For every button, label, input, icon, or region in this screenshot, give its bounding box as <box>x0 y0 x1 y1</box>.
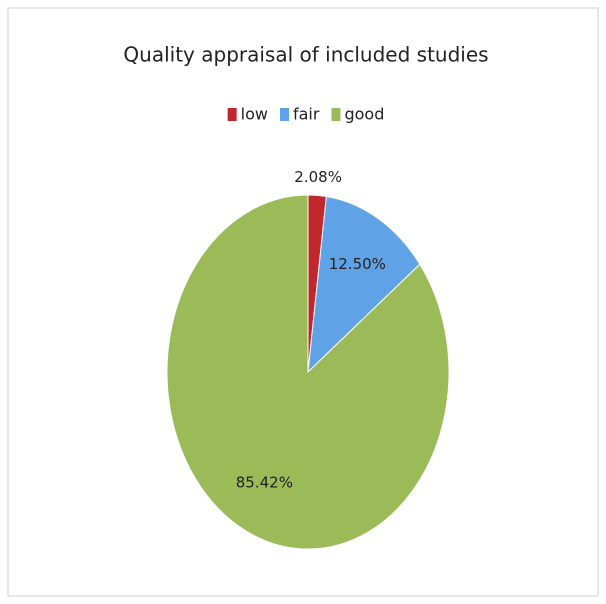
pie-slice <box>307 195 421 374</box>
legend-swatch <box>279 108 289 121</box>
pie-slice <box>166 194 450 550</box>
legend-label: low <box>241 105 268 124</box>
data-label: 12.50% <box>329 255 386 273</box>
legend: low fair good <box>227 105 384 124</box>
pie: 2.08% 12.50% 85.42% <box>166 168 450 550</box>
data-label: 85.42% <box>236 474 293 492</box>
chart-title: Quality appraisal of included studies <box>123 43 488 67</box>
legend-swatch <box>227 108 237 121</box>
legend-label: good <box>344 105 384 124</box>
data-label: 2.08% <box>294 168 342 186</box>
legend-swatch <box>331 108 341 121</box>
legend-label: fair <box>293 105 320 124</box>
